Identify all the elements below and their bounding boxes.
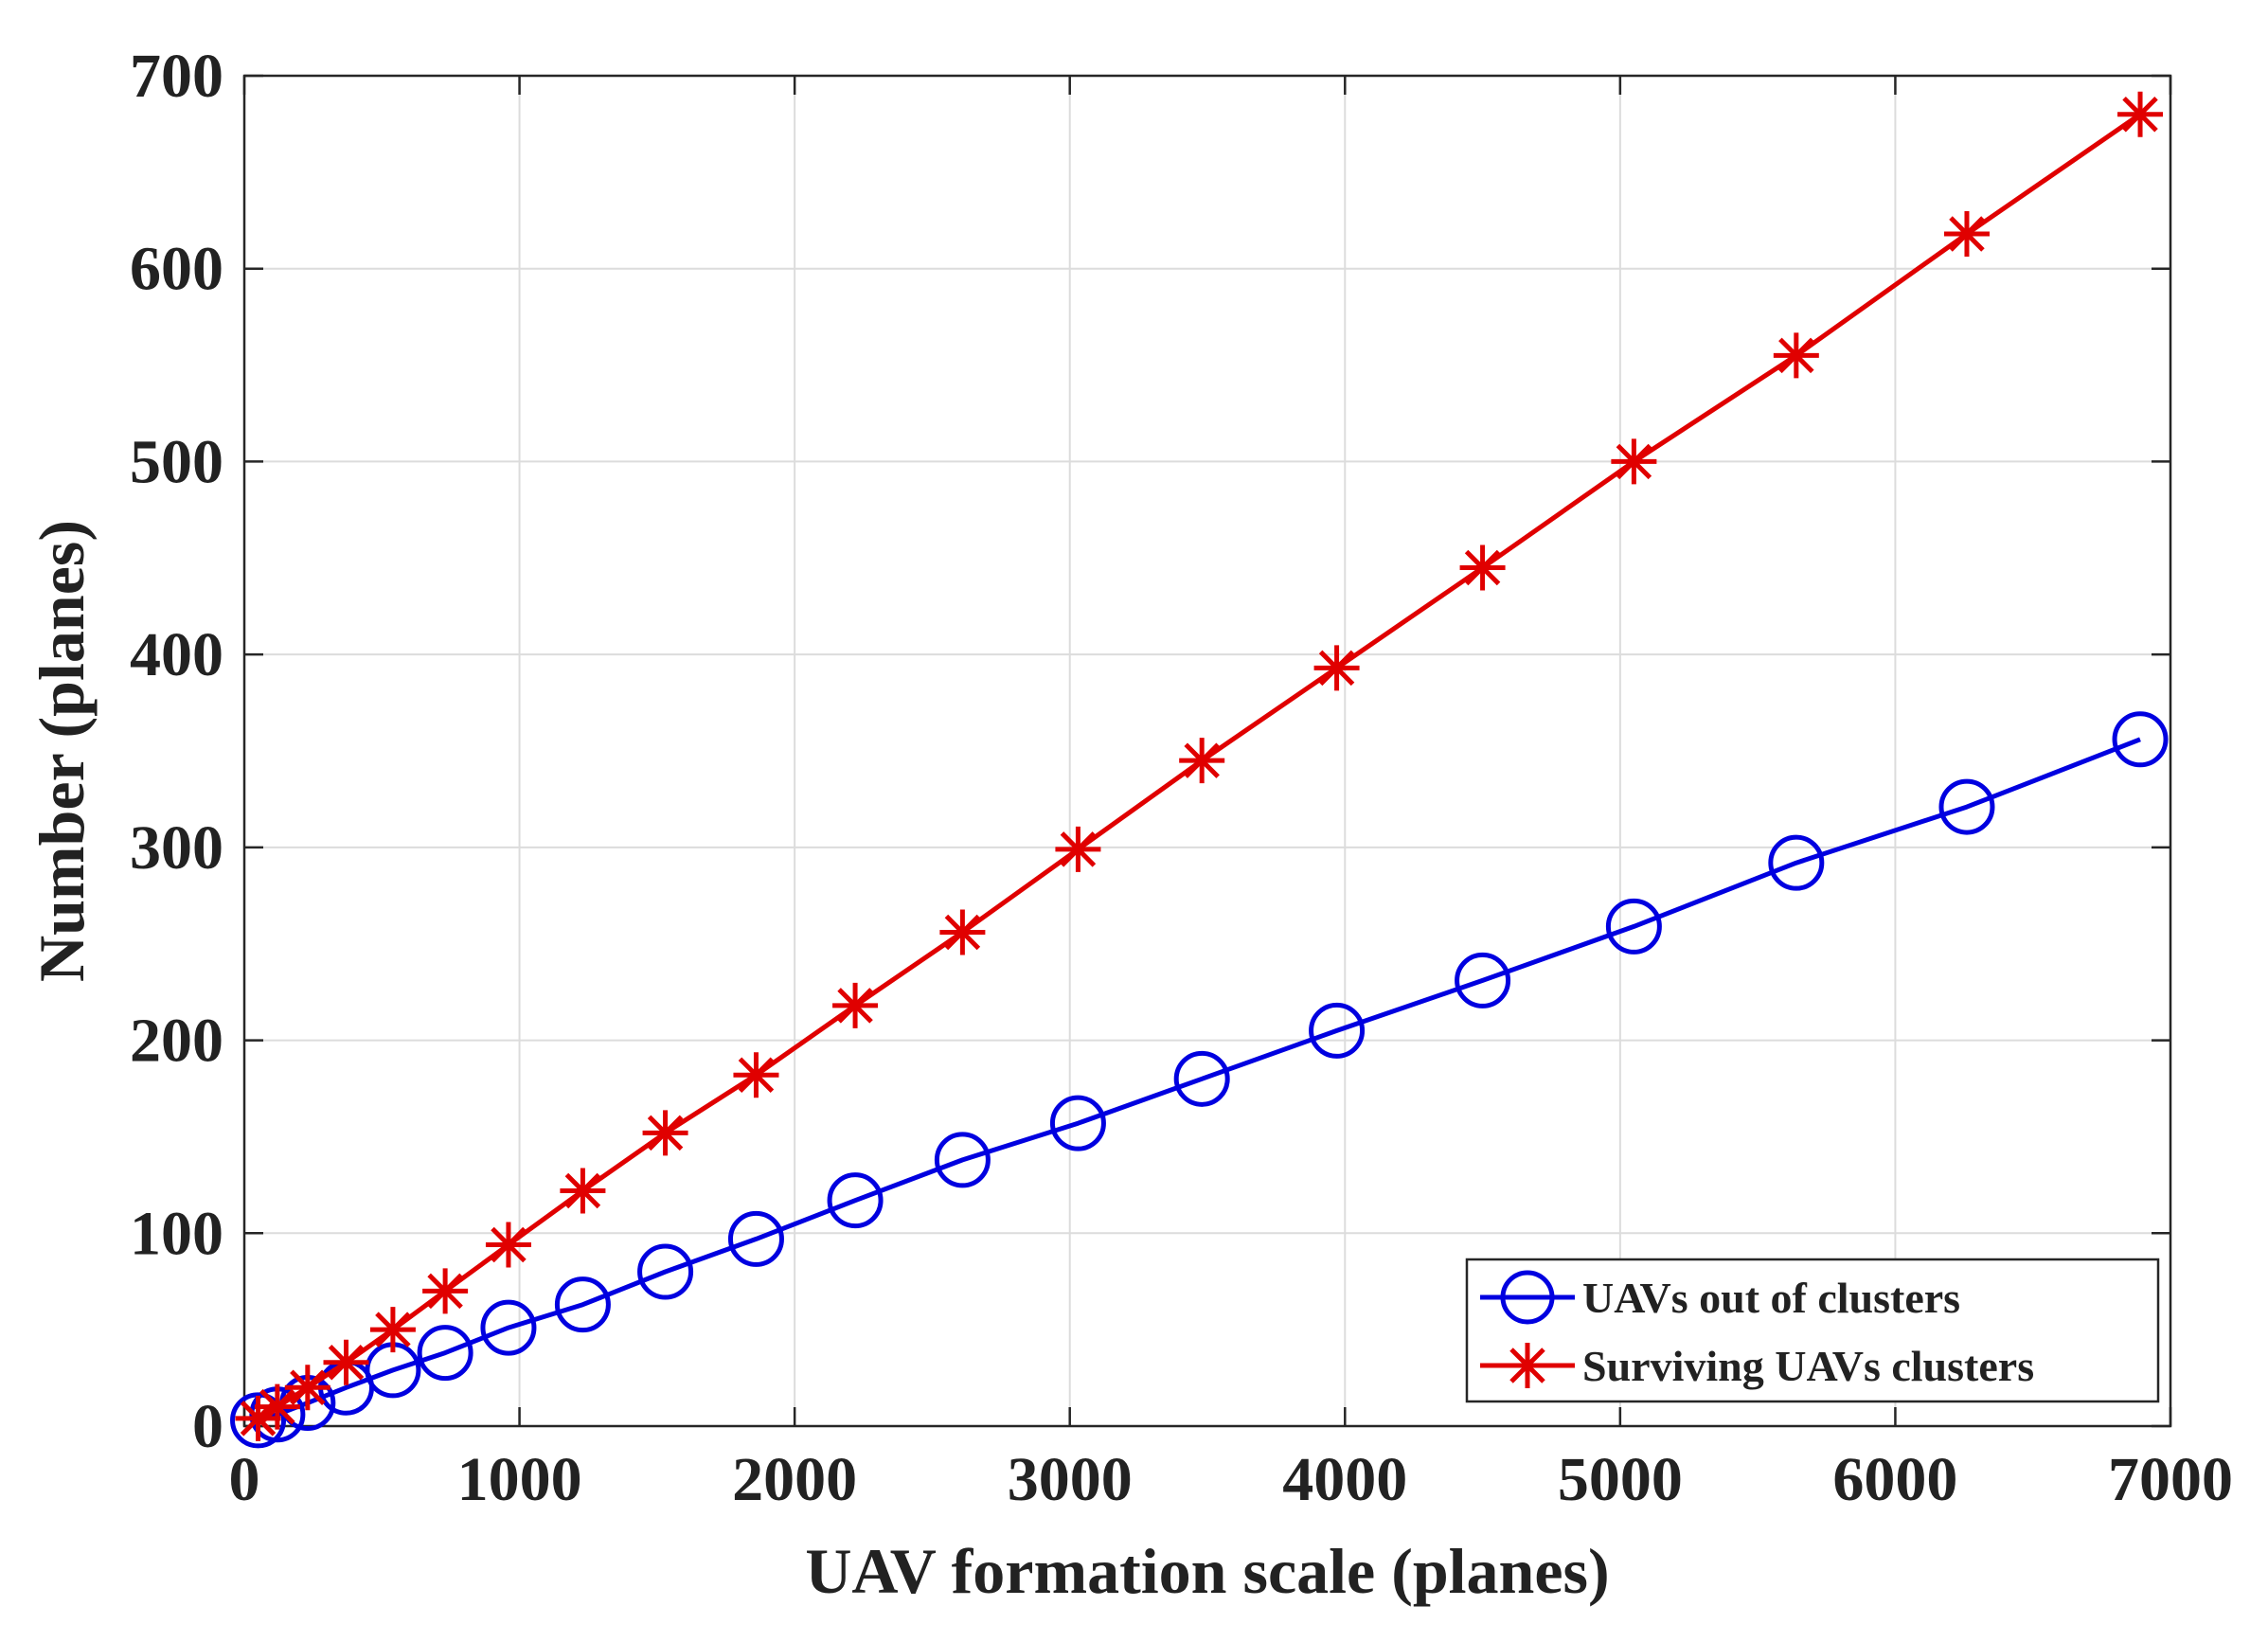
- data-point: [1768, 834, 1825, 891]
- data-point: [2112, 711, 2169, 768]
- data-point: [832, 982, 879, 1028]
- legend: UAVs out of clusters Surviving UAVs clust…: [1465, 1258, 2160, 1403]
- asterisk-stroke: [647, 1115, 684, 1151]
- data-point: [1049, 1095, 1106, 1151]
- data-point: [417, 1325, 473, 1382]
- asterisk-stroke: [944, 914, 981, 951]
- data-point: [1938, 778, 1995, 835]
- data-point: [369, 1307, 416, 1353]
- data-point: [1173, 1050, 1230, 1107]
- data-point: [422, 1268, 469, 1314]
- asterisk-stroke: [1949, 216, 1985, 252]
- y-tick-label: 100: [130, 1199, 223, 1268]
- data-point: [939, 909, 986, 955]
- asterisk-stroke: [1509, 1348, 1545, 1383]
- asterisk-stroke: [564, 1172, 601, 1209]
- data-point: [1773, 332, 1819, 379]
- legend-item: UAVs out of clusters: [1480, 1270, 1960, 1325]
- x-tick-label: 5000: [1558, 1445, 1683, 1514]
- asterisk-stroke: [375, 1312, 411, 1348]
- data-point: [1313, 645, 1360, 691]
- asterisk-stroke: [837, 988, 873, 1024]
- y-tick-label: 400: [130, 620, 223, 689]
- asterisk-stroke: [328, 1345, 365, 1381]
- asterisk-stroke: [1060, 831, 1097, 867]
- asterisk-stroke: [738, 1057, 775, 1093]
- y-tick-label: 300: [130, 813, 223, 883]
- y-tick-label: 500: [130, 427, 223, 496]
- asterisk-stroke: [259, 1388, 295, 1425]
- data-point: [1455, 952, 1511, 1008]
- data-point: [1611, 438, 1657, 485]
- asterisk-stroke: [1616, 443, 1652, 480]
- asterisk-stroke: [1318, 650, 1355, 687]
- x-tick-label: 0: [229, 1445, 260, 1514]
- data-point: [727, 1210, 784, 1267]
- y-tick-label: 700: [130, 42, 223, 111]
- asterisk-stroke: [2122, 97, 2158, 133]
- y-tick-label: 0: [192, 1392, 223, 1461]
- legend-box: [1465, 1258, 2160, 1403]
- asterisk-stroke: [1464, 549, 1501, 586]
- data-point: [733, 1052, 779, 1098]
- data-point: [284, 1365, 330, 1411]
- legend-item: Surviving UAVs clusters: [1480, 1342, 2034, 1390]
- y-tick-label: 600: [130, 235, 223, 304]
- data-point: [1055, 826, 1101, 872]
- data-point: [254, 1383, 300, 1430]
- data-point: [2117, 91, 2164, 137]
- y-tick-label: 200: [130, 1007, 223, 1076]
- data-point: [934, 1132, 991, 1188]
- asterisk-stroke: [1778, 337, 1814, 374]
- series-group: [230, 91, 2169, 1449]
- data-point: [1500, 1270, 1555, 1325]
- x-tick-label: 3000: [1008, 1445, 1133, 1514]
- asterisk-stroke: [427, 1273, 463, 1310]
- legend-label: UAVs out of clusters: [1582, 1274, 1960, 1322]
- x-tick-label: 7000: [2108, 1445, 2233, 1514]
- data-point: [485, 1222, 531, 1268]
- data-point: [642, 1110, 688, 1156]
- data-point: [1309, 1002, 1366, 1059]
- x-axis-label: UAV formation scale (planes): [805, 1535, 1609, 1607]
- data-point: [637, 1243, 694, 1300]
- data-point: [480, 1299, 537, 1356]
- data-point: [1943, 211, 1990, 258]
- data-point: [554, 1276, 611, 1333]
- data-point: [235, 1395, 281, 1441]
- series-2: [235, 91, 2164, 1441]
- axes: 0 1000 2000 3000 4000 5000 6000 7000 0 100 200 300 4…: [130, 42, 2233, 1514]
- legend-label: Surviving UAVs clusters: [1582, 1342, 2034, 1390]
- asterisk-stroke: [1184, 742, 1220, 778]
- x-tick-label: 6000: [1832, 1445, 1957, 1514]
- data-point: [1605, 898, 1662, 955]
- asterisk-stroke: [290, 1369, 326, 1405]
- data-point: [827, 1172, 884, 1229]
- x-tick-label: 4000: [1282, 1445, 1407, 1514]
- series-1: [230, 711, 2169, 1449]
- y-axis-label: Number (planes): [26, 520, 98, 982]
- plot-frame: [242, 74, 2172, 1428]
- data-point: [323, 1339, 369, 1385]
- data-point: [1459, 544, 1506, 591]
- data-point: [560, 1168, 606, 1214]
- asterisk-stroke: [491, 1226, 527, 1263]
- data-point: [1179, 738, 1225, 784]
- data-point: [1505, 1343, 1550, 1388]
- x-tick-label: 1000: [457, 1445, 582, 1514]
- x-tick-label: 2000: [732, 1445, 857, 1514]
